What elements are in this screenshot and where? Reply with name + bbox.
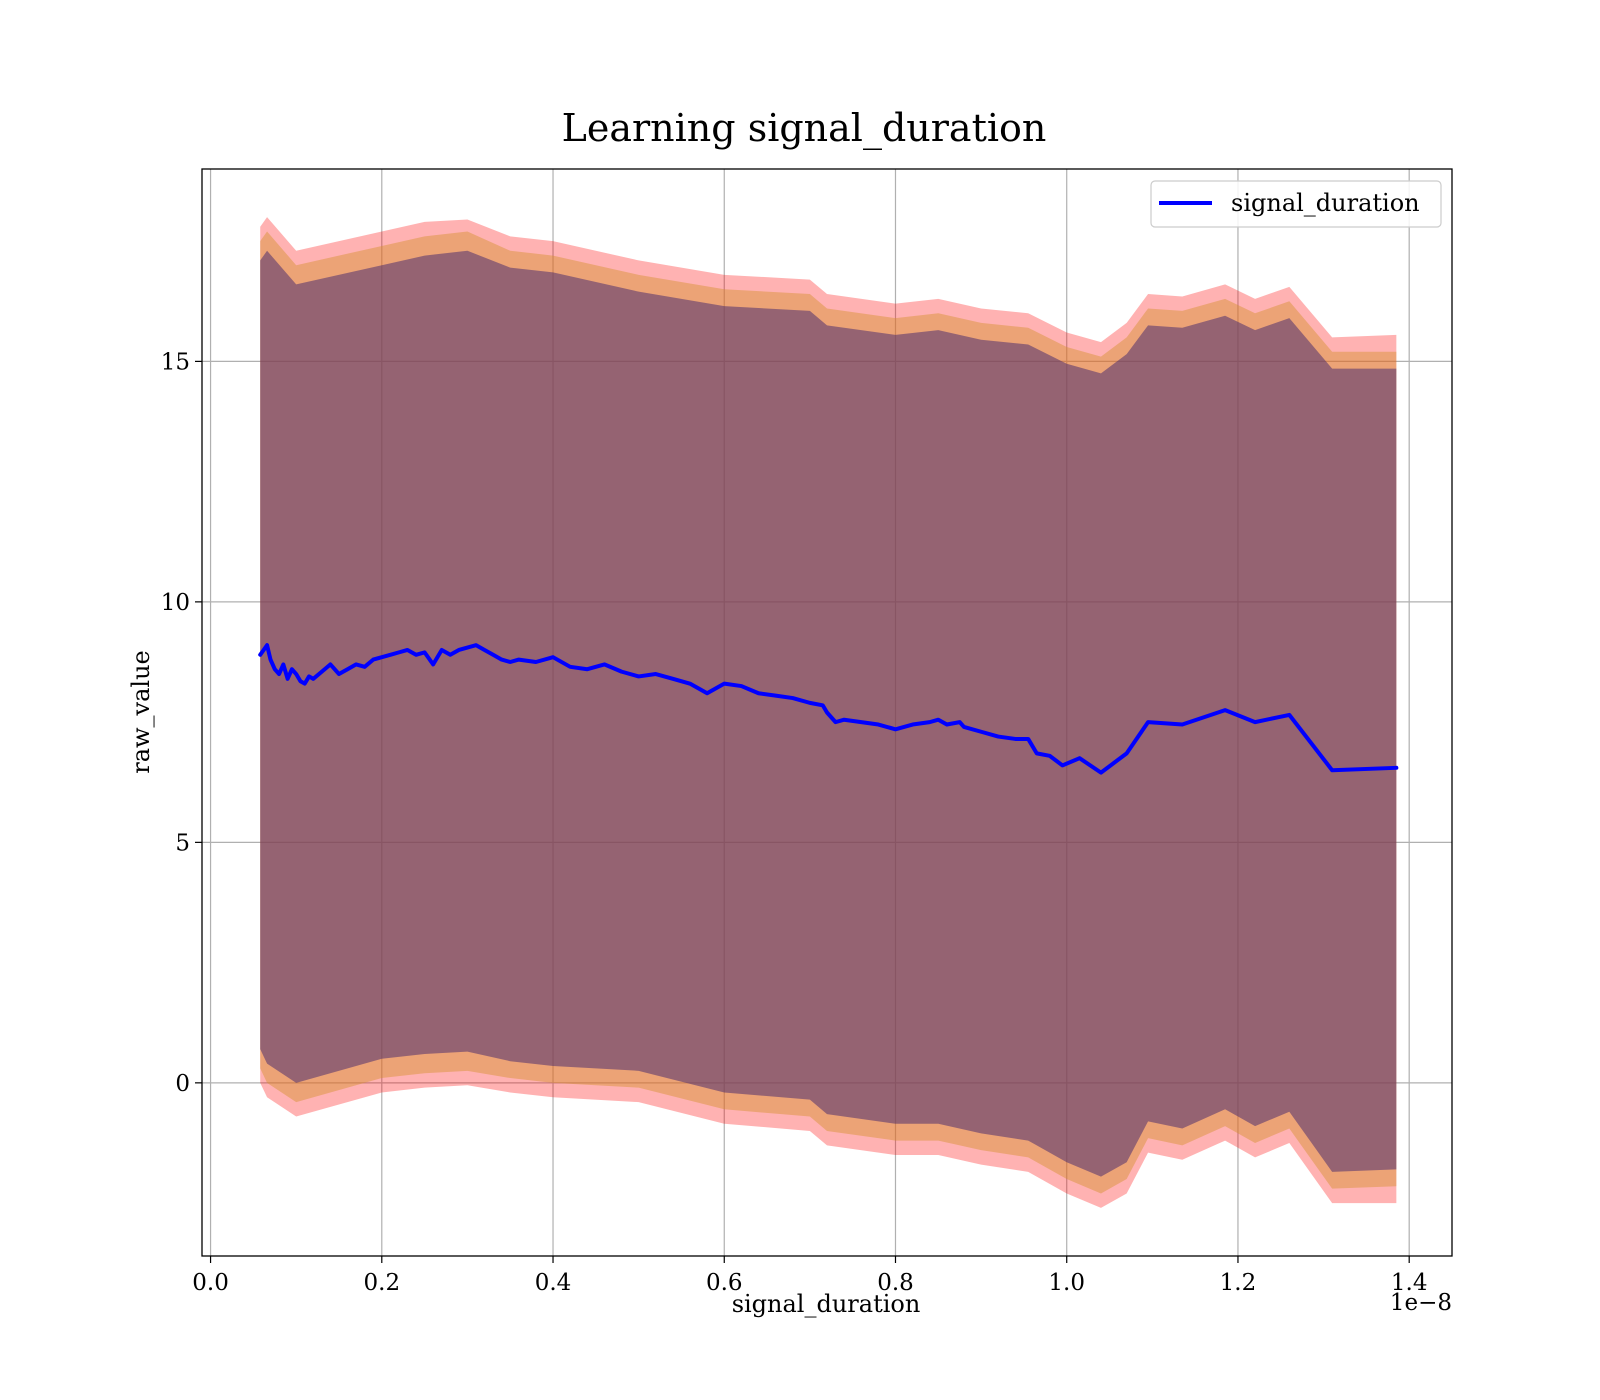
chart-title: Learning signal_duration <box>562 106 1047 151</box>
y-tick-label: 15 <box>161 349 190 375</box>
legend-box <box>1150 180 1442 228</box>
y-axis-label: raw_value <box>127 650 155 774</box>
x-tick-label: 0.0 <box>192 1270 229 1296</box>
x-tick-label: 0.8 <box>877 1270 914 1296</box>
axis-ticks: 0.0 0.2 0.4 0.6 0.8 1.0 1.2 1.4 0 5 10 15 <box>161 349 1428 1296</box>
series-lines <box>258 643 1399 775</box>
plot-area-frame <box>201 168 1453 1257</box>
legend-entry-label: signal_duration <box>1231 189 1420 217</box>
legend: signal_duration <box>1150 180 1442 228</box>
x-axis-label: signal_duration <box>732 1290 921 1318</box>
x-axis-offset-label: 1e−8 <box>1390 1290 1452 1316</box>
series-line-signal_duration <box>258 643 1399 775</box>
x-tick-label: 1.2 <box>1220 1270 1257 1296</box>
y-tick-label: 0 <box>175 1071 190 1097</box>
y-tick-label: 5 <box>175 830 190 856</box>
x-tick-label: 1.4 <box>1391 1270 1428 1296</box>
x-tick-label: 1.0 <box>1048 1270 1085 1296</box>
x-tick-label: 0.4 <box>535 1270 572 1296</box>
y-tick-label: 10 <box>161 590 190 616</box>
x-tick-label: 0.6 <box>706 1270 743 1296</box>
x-tick-label: 0.2 <box>364 1270 401 1296</box>
